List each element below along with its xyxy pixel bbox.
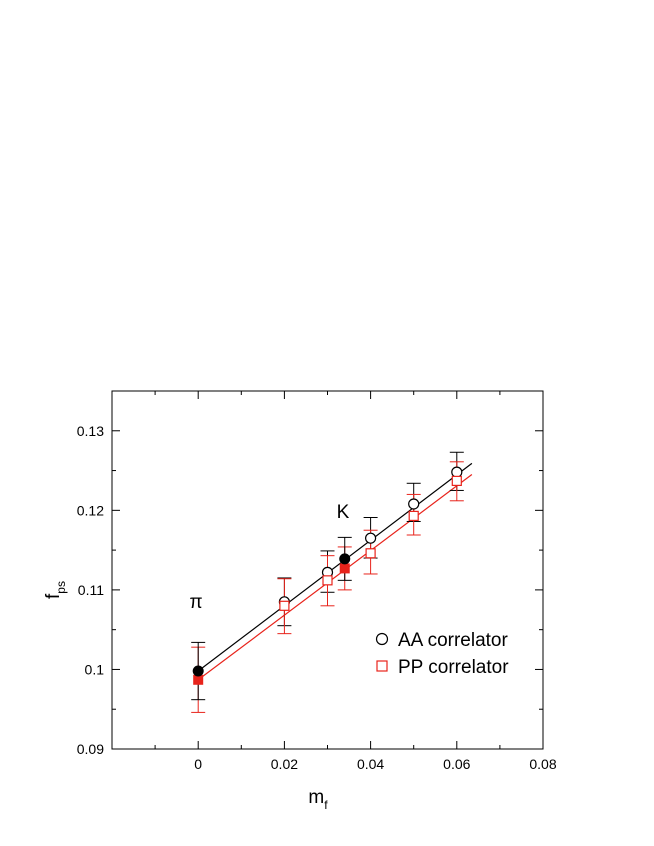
- pion-label: π: [189, 592, 202, 613]
- y-axis-label: fps: [43, 581, 68, 599]
- pp-point: [365, 548, 376, 559]
- pion-pp-point: [193, 674, 204, 685]
- pp-point: [279, 600, 290, 611]
- legend-pp-marker: [376, 660, 388, 672]
- aa-point: [451, 466, 463, 478]
- y-tick-label: 0.1: [85, 661, 105, 677]
- x-tick-label: 0.02: [271, 756, 298, 772]
- legend-aa-label: AA correlator: [398, 630, 508, 651]
- aa-point: [408, 498, 420, 510]
- annotations: πK: [189, 502, 349, 613]
- aa-fit-line: [197, 462, 473, 672]
- pion-aa-point: [192, 665, 204, 677]
- legend: AA correlator PP correlator: [375, 630, 509, 678]
- pp-point: [451, 475, 462, 486]
- x-axis-label-sub: f: [324, 798, 328, 812]
- y-tick-label: 0.13: [77, 423, 104, 439]
- aa-point: [365, 532, 377, 544]
- kaon-pp-point: [339, 563, 350, 574]
- legend-pp-label: PP correlator: [398, 657, 509, 678]
- kaon-aa-point: [339, 553, 351, 565]
- y-tick-label: 0.12: [77, 502, 104, 518]
- y-tick-label: 0.11: [78, 582, 104, 598]
- x-tick-label: 0: [194, 756, 202, 772]
- pp-point: [322, 575, 333, 586]
- y-axis-label-sub: ps: [54, 581, 68, 594]
- fit-lines: [197, 462, 473, 681]
- y-tick-labels: 0.09 0.1 0.11 0.12 0.13: [77, 423, 104, 757]
- data-markers: [192, 466, 463, 685]
- kaon-label: K: [337, 502, 350, 523]
- legend-aa-marker: [375, 632, 389, 646]
- x-tick-label: 0.06: [443, 756, 470, 772]
- x-axis-label: mf: [308, 787, 328, 812]
- x-tick-label: 0.04: [357, 756, 384, 772]
- axis-ticks: [111, 390, 544, 750]
- x-tick-label: 0.08: [529, 756, 556, 772]
- pp-fit-line: [197, 474, 473, 681]
- y-tick-label: 0.09: [77, 741, 104, 757]
- pp-point: [408, 510, 419, 522]
- x-tick-labels: 0 0.02 0.04 0.06 0.08: [194, 756, 557, 772]
